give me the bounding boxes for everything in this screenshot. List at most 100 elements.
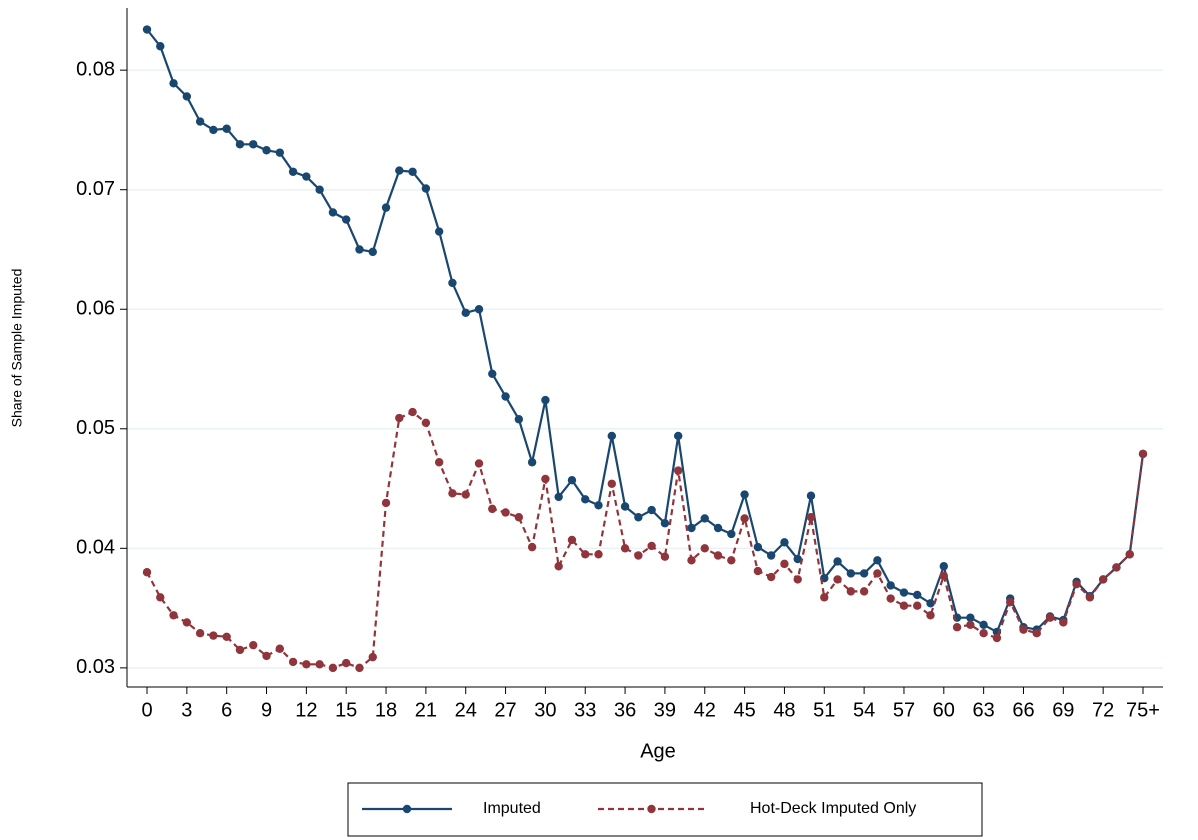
point	[541, 395, 550, 405]
x-tick-label: 24	[455, 699, 477, 721]
point	[793, 554, 802, 564]
x-tick-label: 42	[694, 699, 716, 721]
point	[833, 557, 842, 566]
point	[727, 529, 736, 539]
x-tick-label: 66	[1012, 699, 1034, 721]
point	[315, 660, 324, 669]
x-tick-label: 48	[773, 699, 795, 721]
point	[461, 490, 470, 499]
point	[408, 167, 417, 176]
point	[979, 629, 988, 638]
point	[567, 475, 577, 485]
point	[966, 620, 975, 630]
point	[594, 550, 603, 559]
point	[275, 148, 284, 157]
y-tick-label: 0.07	[76, 178, 115, 200]
point	[235, 140, 245, 149]
point	[687, 523, 696, 533]
x-tick-label: 12	[295, 699, 317, 721]
point	[421, 184, 431, 193]
point	[142, 568, 152, 577]
point	[753, 566, 763, 576]
x-tick-label: 36	[614, 699, 636, 721]
point	[1019, 625, 1028, 634]
point	[753, 542, 763, 552]
point	[966, 613, 975, 622]
point	[209, 631, 218, 640]
point	[939, 571, 948, 581]
point	[342, 658, 351, 668]
point	[501, 508, 510, 517]
point	[434, 227, 444, 236]
point	[660, 552, 670, 561]
point	[514, 513, 524, 522]
point	[554, 562, 563, 571]
series-line	[146, 28, 1145, 634]
point	[594, 501, 603, 510]
point	[886, 581, 895, 590]
point	[926, 599, 935, 608]
point	[541, 474, 550, 484]
point	[873, 569, 882, 578]
point	[620, 544, 630, 553]
point	[514, 415, 524, 424]
point	[913, 590, 922, 600]
point	[859, 569, 869, 578]
point	[142, 25, 152, 34]
x-tick-label: 27	[494, 699, 516, 721]
point	[355, 245, 364, 254]
y-tick-label: 0.03	[76, 656, 115, 678]
point	[740, 490, 749, 499]
point	[674, 466, 683, 475]
point	[620, 502, 630, 511]
x-tick-label: 15	[335, 699, 357, 721]
point	[156, 42, 165, 51]
point	[806, 491, 816, 500]
point	[859, 587, 869, 596]
point	[209, 125, 218, 135]
point	[713, 551, 723, 560]
point	[315, 185, 324, 194]
point	[913, 601, 922, 610]
point	[275, 644, 284, 653]
point	[262, 146, 271, 155]
x-tick-label: 69	[1052, 699, 1074, 721]
point	[488, 504, 497, 514]
point	[780, 538, 789, 547]
point	[381, 203, 391, 212]
x-tick-label: 33	[574, 699, 596, 721]
y-tick-label: 0.05	[76, 417, 115, 439]
point	[355, 663, 364, 673]
point	[992, 633, 1002, 643]
point	[1098, 575, 1108, 584]
point	[249, 140, 258, 149]
legend-box	[347, 782, 983, 837]
point	[740, 514, 749, 523]
point	[647, 541, 656, 551]
point	[1112, 563, 1121, 572]
x-tick-label: 18	[375, 699, 397, 721]
point	[342, 215, 351, 224]
point	[182, 92, 192, 101]
point	[328, 208, 338, 217]
x-tick-label: 63	[973, 699, 995, 721]
x-tick-label: 54	[853, 699, 875, 721]
point	[766, 551, 776, 560]
point	[408, 407, 417, 417]
x-axis-label: Age	[640, 740, 676, 762]
point	[1138, 449, 1148, 459]
point	[727, 556, 736, 565]
point	[700, 544, 709, 553]
x-tick-label: 39	[654, 699, 676, 721]
point	[395, 413, 404, 423]
point	[235, 645, 245, 655]
point	[195, 629, 205, 638]
x-tick-label: 45	[733, 699, 755, 721]
point	[195, 117, 205, 126]
point	[395, 166, 404, 175]
point	[567, 535, 577, 545]
series-line	[146, 410, 1145, 670]
point	[302, 660, 311, 669]
point	[581, 495, 590, 504]
point	[939, 562, 948, 571]
